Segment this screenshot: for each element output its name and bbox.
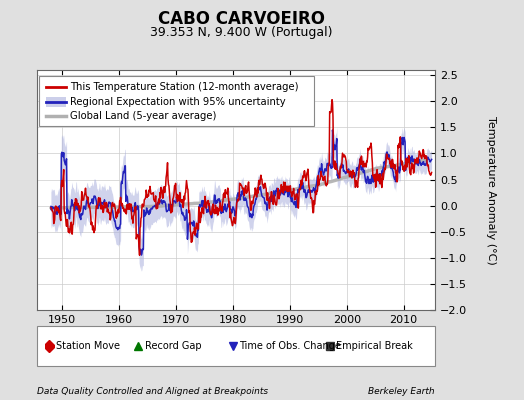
Text: This Temperature Station (12-month average): This Temperature Station (12-month avera… <box>70 82 298 92</box>
Text: Station Move: Station Move <box>56 341 120 351</box>
Text: Time of Obs. Change: Time of Obs. Change <box>239 341 341 351</box>
Y-axis label: Temperature Anomaly (°C): Temperature Anomaly (°C) <box>486 116 496 264</box>
Text: CABO CARVOEIRO: CABO CARVOEIRO <box>158 10 324 28</box>
Text: Empirical Break: Empirical Break <box>336 341 413 351</box>
Text: Data Quality Controlled and Aligned at Breakpoints: Data Quality Controlled and Aligned at B… <box>37 387 268 396</box>
Text: Record Gap: Record Gap <box>145 341 202 351</box>
Text: 39.353 N, 9.400 W (Portugal): 39.353 N, 9.400 W (Portugal) <box>150 26 332 39</box>
Text: Berkeley Earth: Berkeley Earth <box>368 387 435 396</box>
Text: Global Land (5-year average): Global Land (5-year average) <box>70 111 216 121</box>
Text: Regional Expectation with 95% uncertainty: Regional Expectation with 95% uncertaint… <box>70 97 285 107</box>
